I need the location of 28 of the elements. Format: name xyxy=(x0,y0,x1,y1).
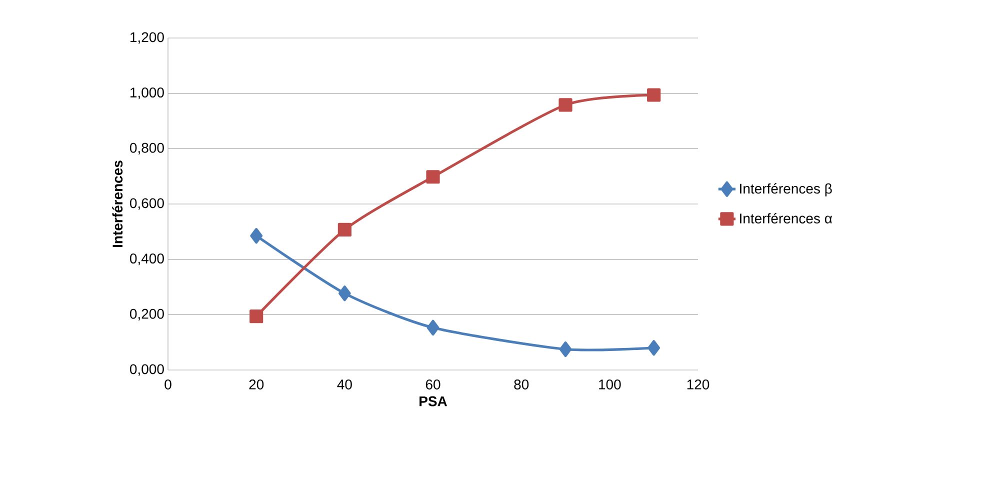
point xyxy=(338,286,351,302)
legend-label: Interférences α xyxy=(740,212,832,224)
point xyxy=(426,170,440,184)
y-tick-label: 0,400 xyxy=(130,254,164,266)
y-tick-label: 1,200 xyxy=(130,32,164,44)
x-tick-label: 0 xyxy=(164,380,172,390)
point xyxy=(558,98,572,112)
y-tick-label: 0,800 xyxy=(130,142,164,154)
point xyxy=(250,310,264,324)
point xyxy=(338,222,352,237)
x-tick-label: 120 xyxy=(687,380,710,390)
y-tick-label: 1,000 xyxy=(130,88,164,100)
point xyxy=(647,88,661,102)
x-axis-title: PSA xyxy=(420,396,448,406)
x-tick-label: 20 xyxy=(249,380,264,390)
x-tick-label: 80 xyxy=(514,380,529,390)
point xyxy=(426,320,440,336)
point xyxy=(250,228,263,244)
point xyxy=(559,341,572,358)
y-tick-label: 0,600 xyxy=(130,198,164,210)
y-axis-title: Interférences xyxy=(112,160,123,248)
y-tick-label: 0,000 xyxy=(130,364,164,376)
x-tick-label: 40 xyxy=(337,380,352,390)
x-tick-label: 60 xyxy=(426,380,440,390)
legend-label: Interférences β xyxy=(740,183,832,196)
x-tick-label: 100 xyxy=(599,380,621,390)
y-tick-label: 0,200 xyxy=(130,308,164,320)
point xyxy=(648,340,660,356)
